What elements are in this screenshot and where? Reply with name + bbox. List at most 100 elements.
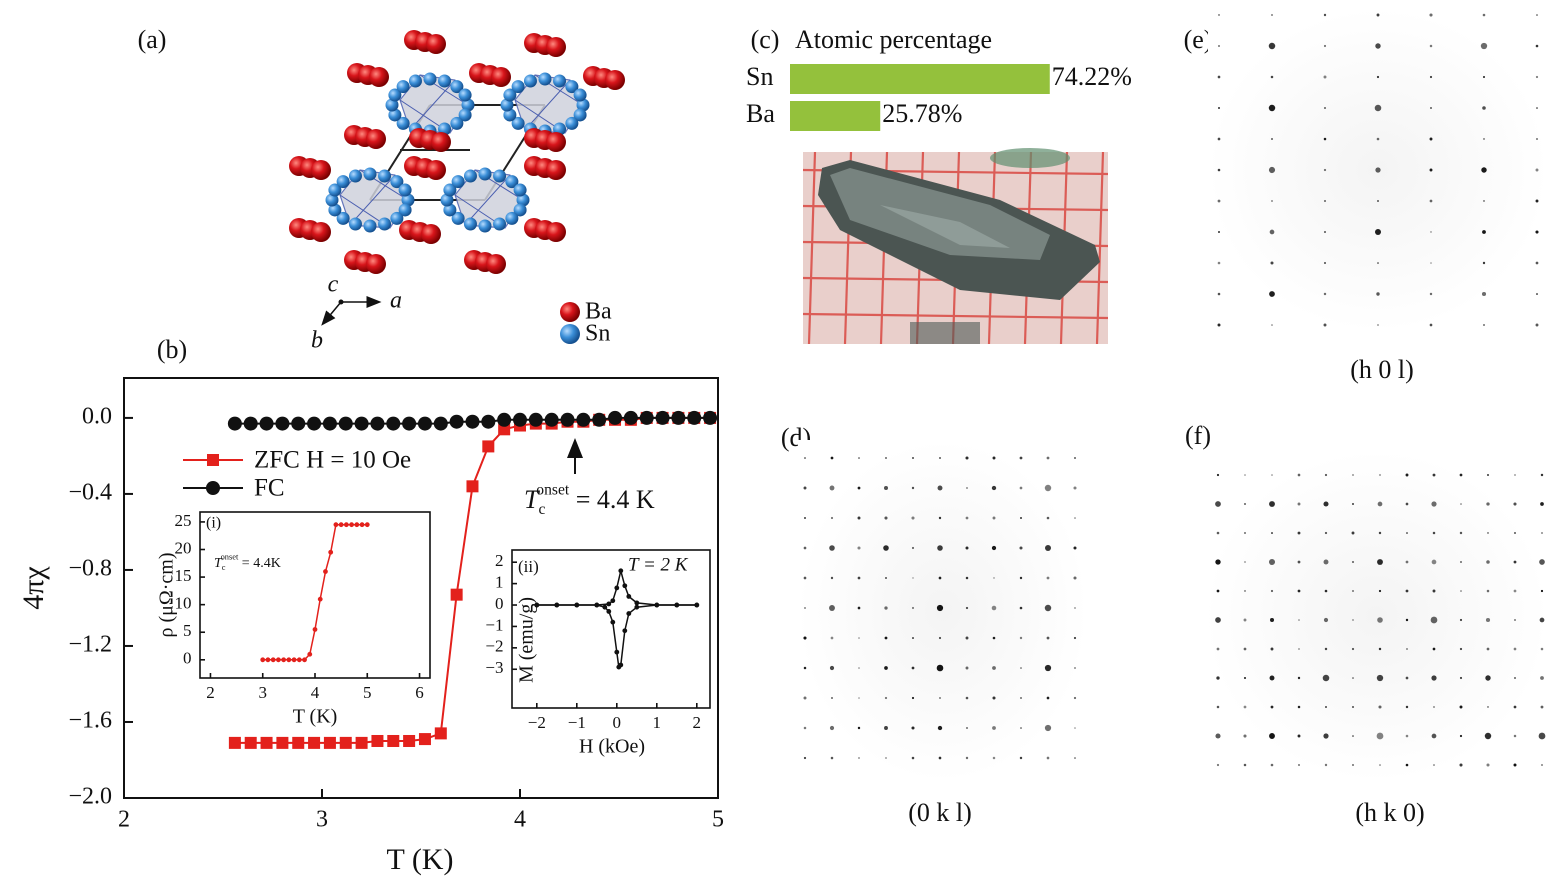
data-point (449, 414, 464, 429)
diffraction-spot (803, 516, 807, 520)
sn-atom (451, 211, 465, 225)
data-point (338, 522, 344, 528)
data-point (343, 522, 349, 528)
diffraction-spot (884, 606, 888, 610)
diffraction-spot (1269, 229, 1275, 235)
diffraction-spot (803, 486, 807, 490)
sn-atom (511, 116, 525, 130)
diffraction-spot (1540, 473, 1544, 477)
diffraction-spot (857, 606, 861, 610)
data-point (560, 412, 575, 427)
diffraction-spot (829, 485, 835, 491)
x-tick-label: 1 (653, 713, 662, 732)
sn-atom (401, 193, 415, 207)
data-point (291, 416, 306, 431)
diffraction-spot (1539, 559, 1545, 565)
diffraction-spot (1377, 559, 1383, 565)
diffraction-spot (1485, 617, 1491, 623)
diffraction-spot (1459, 647, 1463, 651)
diffraction-spot (1540, 676, 1544, 680)
diffraction-spot (1536, 107, 1538, 109)
diffraction-spot (1323, 501, 1329, 507)
data-point (354, 522, 360, 528)
data-point (654, 602, 660, 608)
diffraction-spot (912, 577, 914, 579)
diffraction-spot (1323, 75, 1327, 79)
diffraction-spot (1216, 676, 1220, 680)
diffraction-spot (1271, 200, 1273, 202)
data-point (292, 736, 305, 749)
data-point (576, 412, 591, 427)
diffraction-spot (829, 725, 835, 731)
y-tick-label: −1 (485, 615, 503, 634)
diffraction-spot (1352, 735, 1354, 737)
data-point (534, 602, 540, 608)
diffraction-spot (1405, 734, 1409, 738)
diffraction-spot (1378, 531, 1382, 535)
sn-atom (390, 211, 404, 225)
diffraction-spot (1324, 531, 1328, 535)
diffraction-spot (1323, 44, 1327, 48)
sn-atom (443, 203, 457, 217)
diffraction-spot (1405, 763, 1409, 767)
data-point (671, 410, 686, 425)
sn-atom (478, 219, 492, 233)
data-point (291, 657, 297, 663)
diffraction-spot (1019, 456, 1023, 460)
diffraction-spot (1323, 733, 1329, 739)
diffraction-spot (1324, 647, 1328, 651)
sn-atom (513, 203, 527, 217)
diffraction-spot (1324, 262, 1326, 264)
data-point (639, 410, 654, 425)
diffraction-spot (1375, 43, 1381, 49)
data-point (244, 736, 257, 749)
diffraction-spot (1487, 706, 1489, 708)
sn-atom (538, 72, 552, 86)
diffraction-spot (1405, 705, 1409, 709)
data-point (386, 416, 401, 431)
data-point (354, 416, 369, 431)
sn-atom (378, 169, 392, 183)
diffraction-spot (1244, 532, 1246, 534)
annotation-part: T (214, 556, 223, 571)
diffraction-spot (1513, 647, 1517, 651)
sn-atom (493, 217, 507, 231)
diffraction-spot (965, 576, 969, 580)
diffraction-spot (1379, 474, 1381, 476)
diffraction-spot (1073, 636, 1077, 640)
diffraction-spot (1218, 107, 1220, 109)
diffraction-spot (1217, 323, 1221, 327)
ba-atom (366, 254, 386, 274)
data-point (450, 588, 463, 601)
ba-atom (426, 160, 446, 180)
inset-note: T = 2 K (628, 554, 689, 575)
atom-legend-label: Ba (585, 299, 612, 325)
axis-name: a (390, 288, 402, 314)
ba-atom (311, 222, 331, 242)
x-tick-label: 2 (206, 683, 215, 702)
diffraction-spot (965, 756, 969, 760)
diffraction-spot (1377, 501, 1383, 507)
diffraction-spot (1073, 486, 1077, 490)
diffraction-spot (1535, 44, 1539, 48)
diffraction-spot (1217, 199, 1221, 203)
diffraction-spot (937, 485, 943, 491)
sn-atom (450, 116, 464, 130)
diffraction-spot (1325, 706, 1327, 708)
data-point (281, 657, 287, 663)
diffraction-spot (911, 726, 915, 730)
data-point (355, 736, 368, 749)
diffraction-caption: (h 0 l) (1350, 355, 1414, 384)
sn-atom (503, 108, 517, 122)
diffraction-spot (1514, 677, 1516, 679)
diffraction-spot (938, 456, 942, 460)
diffraction-spot (1351, 560, 1355, 564)
diffraction-spot (1243, 676, 1247, 680)
diffraction-spot (829, 545, 835, 551)
sn-atom (463, 169, 477, 183)
diffraction-spot (1376, 292, 1380, 296)
diffraction-spot (1377, 324, 1379, 326)
diffraction-spot (1323, 137, 1327, 141)
diffraction-spot (1482, 13, 1486, 17)
diffraction-spot (1271, 532, 1273, 534)
